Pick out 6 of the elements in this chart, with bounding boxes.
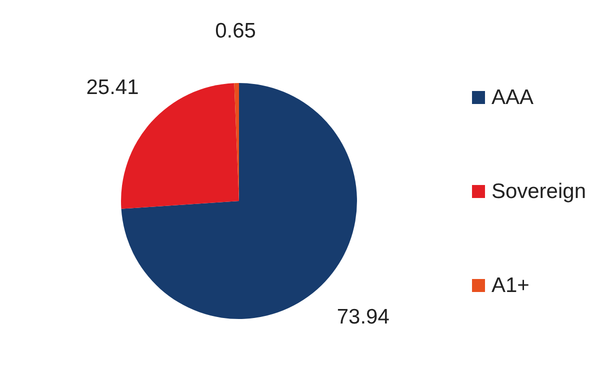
data-label: 0.65 — [215, 20, 256, 43]
legend-label: AAA — [491, 86, 534, 110]
data-label: 25.41 — [86, 76, 139, 99]
legend-label: A1+ — [491, 274, 530, 298]
legend-label: Sovereign — [491, 180, 586, 204]
data-label: 73.94 — [336, 306, 390, 329]
